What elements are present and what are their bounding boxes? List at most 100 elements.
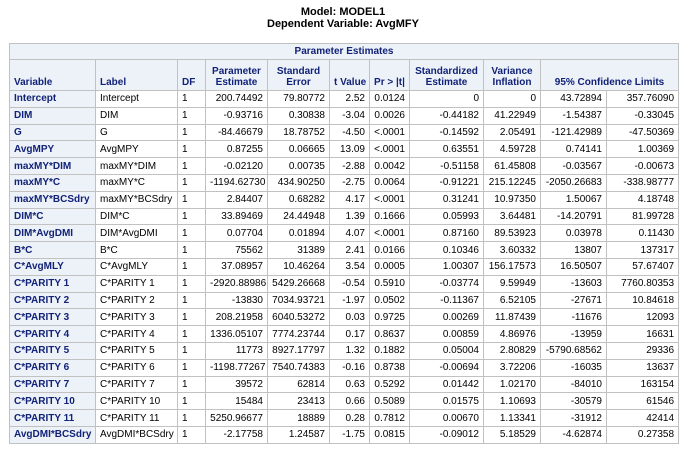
standardized-estimate-cell: 0.10346	[409, 241, 484, 259]
variable-cell: C*PARITY 3	[9, 308, 96, 327]
model-title: Model: MODEL1	[300, 6, 386, 18]
table-row: DIM*C DIM*C 1 33.89469 24.44948 1.39 0.1666 0.0…	[9, 207, 680, 226]
variable-cell: AvgMPY	[9, 140, 96, 159]
variance-inflation-cell: 6.52105	[483, 291, 541, 310]
t-value-cell: -1.75	[329, 425, 370, 444]
upper-confidence-limit-cell: 12093	[605, 308, 680, 327]
lower-confidence-limit-cell: -27671	[540, 291, 607, 310]
p-value-cell: 0.8738	[369, 358, 410, 377]
table-row: maxMY*DIM maxMY*DIM 1 -0.02120 0.00735 -2.88 0…	[9, 157, 680, 175]
p-value-cell: 0.0166	[369, 241, 410, 259]
label-cell: C*PARITY 11	[95, 409, 178, 427]
variable-cell: DIM	[9, 106, 96, 125]
p-value-cell: <.0001	[369, 140, 410, 159]
upper-confidence-limit-cell: 42414	[605, 409, 680, 427]
variance-inflation-cell: 2.80829	[483, 341, 541, 360]
lower-confidence-limit-cell: -84010	[540, 375, 607, 394]
standard-error-cell: 24.44948	[267, 207, 330, 226]
variance-inflation-cell: 10.97350	[483, 190, 541, 209]
standardized-estimate-cell: -0.00694	[409, 358, 484, 377]
col-header-variance-inflation: Variance Inflation	[483, 59, 541, 91]
df-cell: 1	[177, 106, 206, 125]
variable-cell: C*PARITY 4	[9, 325, 96, 343]
parameter-estimate-cell: 0.87255	[205, 140, 268, 159]
label-cell: maxMY*C	[95, 173, 178, 192]
label-cell: C*PARITY 6	[95, 358, 178, 377]
variable-cell: Intercept	[9, 90, 96, 108]
variance-inflation-cell: 215.12245	[483, 173, 541, 192]
table-row: C*PARITY 10 C*PARITY 10 1 15484 23413 0.66 0.5…	[9, 392, 680, 411]
table-row: C*AvgMLY C*AvgMLY 1 37.08957 10.46264 3.54 0.0…	[9, 257, 680, 276]
col-header-confidence-limits: 95% Confidence Limits	[539, 59, 680, 91]
lower-confidence-limit-cell: -16035	[540, 358, 607, 377]
label-cell: C*PARITY 7	[95, 375, 178, 394]
table-row: G G 1 -84.46679 18.78752 -4.50 <.0001 -0.14592 2…	[9, 123, 680, 142]
variance-inflation-cell: 3.72206	[483, 358, 541, 377]
table-caption: Parameter Estimates	[8, 43, 680, 60]
p-value-cell: 0.0042	[369, 157, 410, 175]
variable-cell: DIM*C	[9, 207, 96, 226]
lower-confidence-limit-cell: -13959	[540, 325, 607, 343]
t-value-cell: -1.97	[329, 291, 370, 310]
parameter-estimate-cell: 200.74492	[205, 90, 268, 108]
upper-confidence-limit-cell: 13637	[605, 358, 680, 377]
table-row: C*PARITY 5 C*PARITY 5 1 11773 8927.17797 1.32…	[9, 341, 680, 360]
standardized-estimate-cell: 0.00859	[409, 325, 484, 343]
lower-confidence-limit-cell: -11676	[540, 308, 607, 327]
parameter-estimate-cell: -13830	[205, 291, 268, 310]
parameter-estimate-cell: 37.08957	[205, 257, 268, 276]
p-value-cell: 0.7812	[369, 409, 410, 427]
table-row: C*PARITY 3 C*PARITY 3 1 208.21958 6040.53272…	[9, 308, 680, 327]
standardized-estimate-cell: 0.01442	[409, 375, 484, 394]
p-value-cell: 0.0815	[369, 425, 410, 444]
df-cell: 1	[177, 157, 206, 175]
standardized-estimate-cell: -0.03774	[409, 274, 484, 293]
variable-cell: G	[9, 123, 96, 142]
p-value-cell: 0.0005	[369, 257, 410, 276]
standardized-estimate-cell: 0.01575	[409, 392, 484, 411]
label-cell: DIM*AvgDMI	[95, 224, 178, 243]
variable-cell: C*PARITY 11	[9, 409, 96, 427]
parameter-estimate-cell: -2920.88986	[205, 274, 268, 293]
df-cell: 1	[177, 409, 206, 427]
df-cell: 1	[177, 224, 206, 243]
table-row: C*PARITY 6 C*PARITY 6 1 -1198.77267 7540.743…	[9, 358, 680, 377]
df-cell: 1	[177, 140, 206, 159]
parameter-estimate-cell: 5250.96677	[205, 409, 268, 427]
col-header-variable: Variable	[9, 59, 96, 91]
standardized-estimate-cell: 0.00269	[409, 308, 484, 327]
t-value-cell: 4.07	[329, 224, 370, 243]
p-value-cell: 0.0026	[369, 106, 410, 125]
t-value-cell: 2.52	[329, 90, 370, 108]
header-line: Variance	[491, 66, 533, 77]
parameter-estimate-cell: 11773	[205, 341, 268, 360]
table-row: AvgMPY AvgMPY 1 0.87255 0.06665 13.09 <.0001 0.…	[9, 140, 680, 159]
t-value-cell: 0.63	[329, 375, 370, 394]
upper-confidence-limit-cell: -338.98777	[605, 173, 680, 192]
variance-inflation-cell: 3.60332	[483, 241, 541, 259]
variable-cell: maxMY*C	[9, 173, 96, 192]
df-cell: 1	[177, 358, 206, 377]
df-cell: 1	[177, 173, 206, 192]
standard-error-cell: 23413	[267, 392, 330, 411]
df-cell: 1	[177, 274, 206, 293]
table-row: maxMY*BCSdry maxMY*BCSdry 1 2.84407 0.68282 4…	[9, 190, 680, 209]
variable-cell: C*AvgMLY	[9, 257, 96, 276]
t-value-cell: 0.03	[329, 308, 370, 327]
standard-error-cell: 0.01894	[267, 224, 330, 243]
standard-error-cell: 8927.17797	[267, 341, 330, 360]
t-value-cell: 2.41	[329, 241, 370, 259]
label-cell: B*C	[95, 241, 178, 259]
header-line: Error	[286, 77, 311, 88]
upper-confidence-limit-cell: 357.76090	[605, 90, 680, 108]
table-row: C*PARITY 2 C*PARITY 2 1 -13830 7034.93721 -1.…	[9, 291, 680, 310]
t-value-cell: -0.16	[329, 358, 370, 377]
upper-confidence-limit-cell: 0.11430	[605, 224, 680, 243]
variable-cell: C*PARITY 1	[9, 274, 96, 293]
label-cell: DIM	[95, 106, 178, 125]
t-value-cell: -4.50	[329, 123, 370, 142]
t-value-cell: -2.75	[329, 173, 370, 192]
standard-error-cell: 31389	[267, 241, 330, 259]
df-cell: 1	[177, 241, 206, 259]
variance-inflation-cell: 89.53923	[483, 224, 541, 243]
